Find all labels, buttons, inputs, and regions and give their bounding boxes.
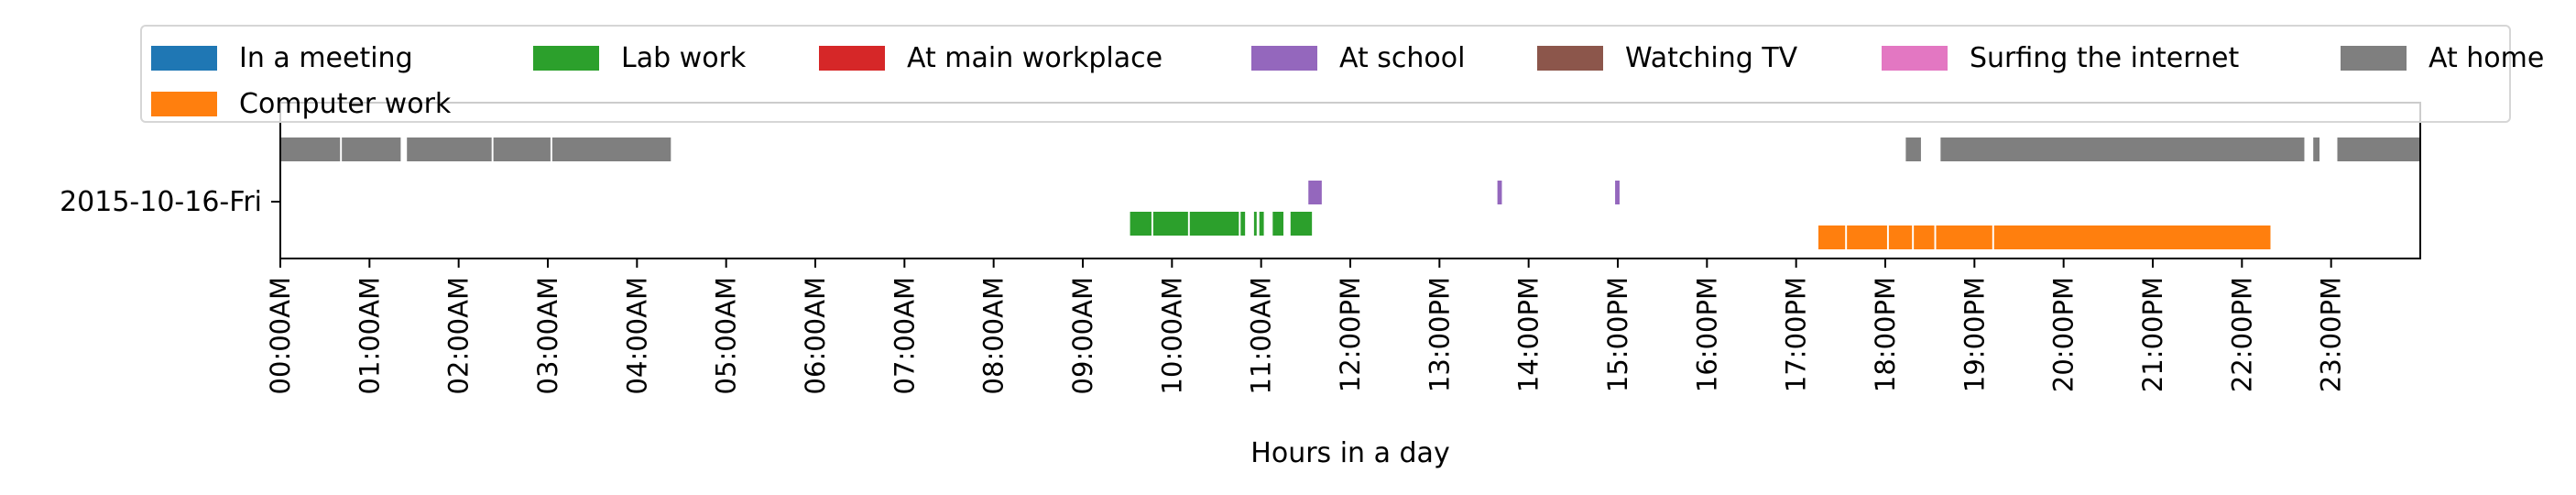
segment-lab-work (1253, 212, 1257, 236)
legend-swatch (1882, 45, 1948, 71)
legend-label: At home (2429, 41, 2545, 74)
x-tick-label: 10:00AM (1156, 277, 1187, 394)
legend-label: Lab work (621, 41, 747, 74)
segment-at-school (1615, 181, 1620, 204)
legend-label: Watching TV (1625, 41, 1798, 74)
segment-lab-work (1272, 212, 1283, 236)
segment-computer-work (1888, 226, 1913, 249)
x-tick-label: 06:00AM (800, 277, 831, 394)
x-tick-label: 13:00PM (1424, 277, 1455, 392)
x-tick-label: 09:00AM (1067, 277, 1098, 394)
x-tick-label: 14:00PM (1513, 277, 1545, 392)
legend-label: In a meeting (239, 41, 413, 74)
legend-item: Watching TV (1537, 39, 1797, 76)
legend-swatch (151, 45, 217, 71)
x-tick-label: 15:00PM (1602, 277, 1633, 392)
segment-at-home (493, 138, 551, 161)
legend-swatch (819, 45, 885, 71)
legend-item: At main workplace (819, 39, 1162, 76)
legend-item: Surfing the internet (1882, 39, 2239, 76)
x-tick-label: 22:00PM (2226, 277, 2257, 392)
legend-swatch (1537, 45, 1603, 71)
activity-segments (280, 138, 2420, 249)
segment-computer-work (1936, 226, 1992, 249)
legend-swatch (151, 91, 217, 116)
segment-at-home (2313, 138, 2320, 161)
legend-label: Computer work (239, 87, 452, 120)
y-tick-label: 2015-10-16-Fri (60, 186, 262, 218)
segment-lab-work (1152, 212, 1188, 236)
segment-at-home (407, 138, 492, 161)
segment-at-school (1308, 181, 1322, 204)
legend-swatch (1251, 45, 1317, 71)
segment-lab-work (1130, 212, 1152, 236)
x-tick-label: 12:00PM (1335, 277, 1366, 392)
segment-lab-work (1240, 212, 1246, 236)
x-tick-label: 03:00AM (532, 277, 563, 394)
segment-computer-work (1993, 226, 2271, 249)
segment-computer-work (1914, 226, 1935, 249)
segment-computer-work (1818, 226, 1846, 249)
legend-item: Computer work (151, 85, 451, 122)
legend-item: In a meeting (151, 39, 413, 76)
x-tick-label: 07:00AM (889, 277, 920, 394)
x-axis-label: Hours in a day (1250, 437, 1449, 469)
x-tick-label: 17:00PM (1781, 277, 1812, 392)
x-tick-label: 21:00PM (2137, 277, 2168, 392)
y-axis: 2015-10-16-Fri (60, 186, 280, 218)
segment-at-home (280, 138, 341, 161)
segment-at-school (1497, 181, 1502, 204)
legend-swatch (533, 45, 599, 71)
legend-label: Surfing the internet (1970, 41, 2240, 74)
segment-lab-work (1189, 212, 1239, 236)
segment-at-home (551, 138, 671, 161)
x-tick-label: 19:00PM (1959, 277, 1990, 392)
legend-swatch (2341, 45, 2407, 71)
x-axis: 00:00AM 01:00AM 02:00AM 03:00AM 04:00AM 05:00… (265, 258, 2347, 394)
segment-lab-work (1290, 212, 1313, 236)
legend-label: At main workplace (907, 41, 1163, 74)
x-tick-label: 08:00AM (978, 277, 1010, 394)
x-tick-label: 01:00AM (354, 277, 385, 394)
x-tick-label: 00:00AM (265, 277, 296, 394)
x-tick-label: 02:00AM (443, 277, 475, 394)
segment-computer-work (1847, 226, 1887, 249)
x-tick-label: 23:00PM (2316, 277, 2347, 392)
legend-label: At school (1339, 41, 1466, 74)
legend-item: Lab work (533, 39, 746, 76)
legend-item: At school (1251, 39, 1465, 76)
x-tick-label: 16:00PM (1691, 277, 1722, 392)
x-tick-label: 11:00AM (1246, 277, 1277, 394)
x-tick-label: 04:00AM (621, 277, 652, 394)
segment-at-home (1940, 138, 2305, 161)
segment-lab-work (1259, 212, 1264, 236)
x-tick-label: 05:00AM (711, 277, 742, 394)
legend-item: At home (2341, 39, 2544, 76)
x-tick-label: 20:00PM (2048, 277, 2079, 392)
x-tick-label: 18:00PM (1870, 277, 1901, 392)
legend: In a meeting Computer work Lab work At main… (140, 25, 2544, 123)
segment-at-home (1905, 138, 1921, 161)
segment-at-home (342, 138, 401, 161)
segment-at-home (2337, 138, 2420, 161)
